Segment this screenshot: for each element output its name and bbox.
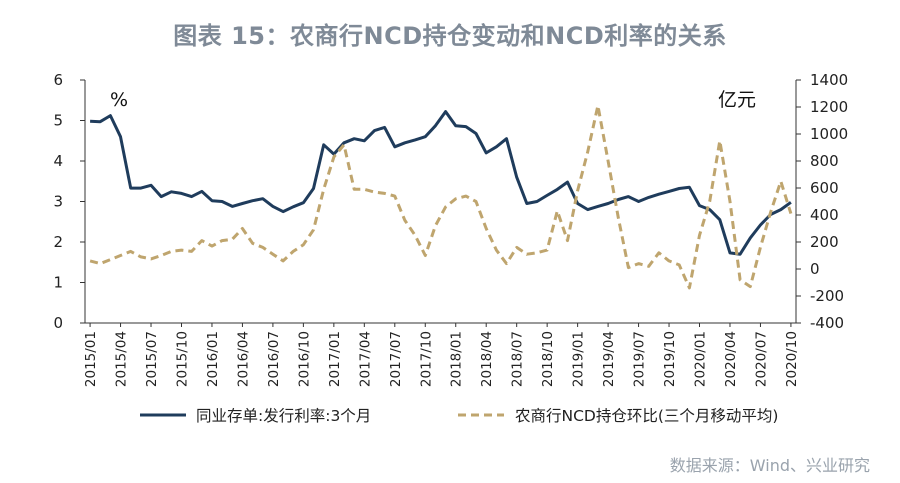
right-tick-label: 600 xyxy=(810,179,839,197)
x-tick-label: 2016/10 xyxy=(296,331,312,387)
x-tick-label: 2017/04 xyxy=(357,331,373,387)
x-tick-label: 2017/10 xyxy=(418,331,434,387)
x-tick-label: 2019/01 xyxy=(571,331,587,387)
x-tick-label: 2015/07 xyxy=(144,331,160,387)
right-tick-label: 400 xyxy=(810,206,839,224)
chart-axes: 0 1 2 3 4 5 6 -400 -200 0 200 400 600 800 1000 1200 1400… xyxy=(53,71,848,387)
x-tick-label: 2015/04 xyxy=(114,331,130,387)
x-tick-label: 2017/01 xyxy=(327,331,343,387)
left-tick-label: 6 xyxy=(53,71,63,89)
x-tick-label: 2016/07 xyxy=(266,331,282,387)
right-tick-label: 1200 xyxy=(810,98,848,116)
left-tick-label: 5 xyxy=(53,112,63,130)
x-tick-label: 2018/07 xyxy=(510,331,526,387)
right-tick-label: 800 xyxy=(810,152,839,170)
x-tick-label: 2019/07 xyxy=(632,331,648,387)
right-tick-label: -400 xyxy=(810,314,844,332)
left-tick-label: 0 xyxy=(53,314,63,332)
x-tick-label: 2018/04 xyxy=(479,331,495,387)
data-source: 数据来源：Wind、兴业研究 xyxy=(669,456,870,475)
series-line-ncd-rate xyxy=(90,110,792,256)
left-tick-label: 3 xyxy=(53,193,63,211)
legend-label-0: 同业存单:发行利率:3个月 xyxy=(196,407,371,425)
right-tick-label: -200 xyxy=(810,287,844,305)
right-tick-label: 1000 xyxy=(810,125,848,143)
x-tick-label: 2015/10 xyxy=(174,331,190,387)
x-tick-label: 2017/07 xyxy=(388,331,404,387)
right-tick-label: 200 xyxy=(810,233,839,251)
series-line-rural-bank-holdings xyxy=(89,104,793,290)
x-tick-label: 2015/01 xyxy=(83,331,99,387)
series-layer xyxy=(89,104,793,290)
x-tick-label: 2019/04 xyxy=(601,331,617,387)
x-tick-label: 2020/07 xyxy=(753,331,769,387)
legend: 同业存单:发行利率:3个月 农商行NCD持仓环比(三个月移动平均) xyxy=(140,407,778,425)
x-tick-label: 2019/10 xyxy=(662,331,678,387)
left-tick-label: 2 xyxy=(53,233,63,251)
chart-title: 图表 15：农商行NCD持仓变动和NCD利率的关系 xyxy=(173,22,727,50)
x-tick-label: 2018/01 xyxy=(449,331,465,387)
right-tick-label: 1400 xyxy=(810,71,848,89)
x-tick-label: 2020/04 xyxy=(723,331,739,387)
legend-label-1: 农商行NCD持仓环比(三个月移动平均) xyxy=(515,407,778,425)
right-unit-label: 亿元 xyxy=(718,89,756,111)
left-tick-label: 4 xyxy=(53,152,63,170)
x-tick-label: 2016/04 xyxy=(235,331,251,387)
x-tick-label: 2018/10 xyxy=(540,331,556,387)
x-tick-label: 2016/01 xyxy=(205,331,221,387)
left-unit-label: % xyxy=(110,89,128,111)
x-tick-label: 2020/01 xyxy=(693,331,709,387)
x-tick-label: 2020/10 xyxy=(784,331,800,387)
right-tick-label: 0 xyxy=(810,260,820,278)
left-tick-label: 1 xyxy=(53,274,63,292)
